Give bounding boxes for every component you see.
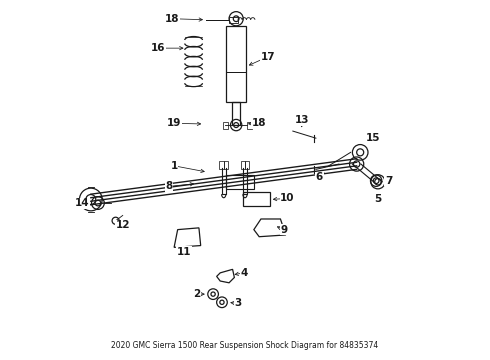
- Text: 19: 19: [167, 118, 181, 128]
- Bar: [243, 192, 270, 206]
- Text: 9: 9: [280, 225, 288, 235]
- Text: 4: 4: [241, 268, 248, 278]
- Bar: [226, 26, 246, 102]
- Text: 7: 7: [385, 176, 392, 186]
- Text: 3: 3: [234, 298, 242, 309]
- Text: 1: 1: [171, 161, 178, 171]
- Text: 15: 15: [366, 133, 380, 143]
- Text: 14: 14: [74, 198, 89, 208]
- Bar: [220, 161, 224, 168]
- Bar: [225, 175, 254, 189]
- Bar: [229, 17, 238, 23]
- Text: 16: 16: [151, 43, 166, 53]
- Text: 18: 18: [165, 14, 180, 24]
- Bar: [222, 122, 228, 129]
- Text: 13: 13: [294, 116, 309, 125]
- Text: 18: 18: [252, 118, 267, 128]
- Bar: [232, 102, 241, 125]
- Text: 8: 8: [165, 181, 172, 192]
- Bar: [245, 161, 249, 168]
- Text: 10: 10: [280, 193, 295, 203]
- Text: 5: 5: [374, 194, 382, 204]
- Text: 17: 17: [261, 51, 275, 62]
- Text: 6: 6: [316, 172, 323, 182]
- Bar: [247, 122, 252, 129]
- Text: 2020 GMC Sierra 1500 Rear Suspension Shock Diagram for 84835374: 2020 GMC Sierra 1500 Rear Suspension Sho…: [111, 341, 379, 350]
- Bar: [241, 161, 245, 168]
- Text: 2: 2: [194, 289, 201, 299]
- Text: 11: 11: [177, 247, 191, 257]
- Bar: [224, 161, 228, 168]
- Text: 12: 12: [116, 220, 130, 230]
